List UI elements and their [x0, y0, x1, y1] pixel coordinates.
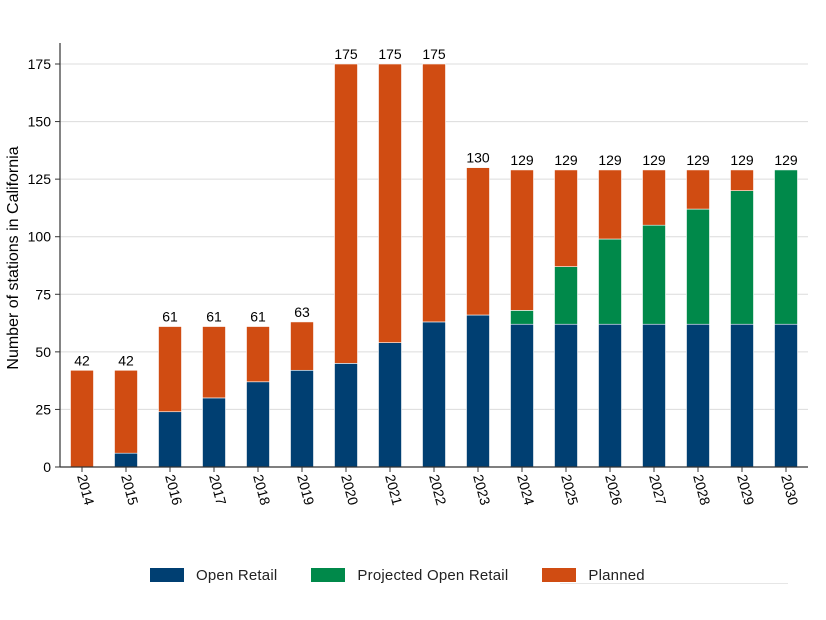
y-axis: 0 25 50 75 100 125 150 175: [28, 43, 61, 475]
legend-label-projected-open-retail: Projected Open Retail: [357, 566, 509, 584]
total-label-2017: 61: [206, 309, 222, 325]
y-tick-label: 25: [35, 401, 51, 417]
total-label-2027: 129: [642, 152, 666, 168]
total-label-2030: 129: [774, 152, 798, 168]
legend-swatch-planned: [542, 568, 577, 582]
bar-open-retail-2025: [554, 323, 578, 468]
bar-open-retail-2019: [290, 369, 314, 468]
data-labels: 42 42 61 61 61 63 175 175 175 130 129 129 129 129 129 1…: [74, 46, 798, 368]
y-tick-label: 125: [28, 171, 52, 187]
y-tick-label: 0: [43, 459, 51, 475]
bar-planned-2023: [466, 167, 490, 316]
bar-planned-2018: [246, 326, 270, 383]
bar-planned-2022: [422, 63, 446, 323]
y-tick-label: 75: [35, 286, 51, 302]
bars: [70, 63, 798, 468]
y-tick-label: 175: [28, 56, 52, 72]
x-tick-label-2016: 2016: [162, 473, 186, 507]
bar-open-retail-2027: [642, 323, 666, 468]
x-tick-label-2030: 2030: [778, 473, 802, 507]
bar-planned-2014: [70, 369, 94, 468]
bar-open-retail-2015: [114, 452, 138, 468]
x-tick-label-2027: 2027: [646, 473, 670, 507]
x-tick-label-2029: 2029: [734, 473, 758, 507]
total-label-2018: 61: [250, 309, 266, 325]
x-tick-label-2018: 2018: [250, 473, 274, 507]
y-tick-label: 150: [28, 114, 52, 130]
legend-item-open-retail: Open Retail: [150, 567, 277, 584]
x-tick-label-2025: 2025: [558, 473, 582, 507]
bar-open-retail-2017: [202, 397, 226, 468]
y-tick-label: 50: [35, 344, 51, 360]
bar-open-retail-2016: [158, 411, 182, 468]
bar-open-retail-2023: [466, 314, 490, 468]
bar-planned-2021: [378, 63, 402, 343]
x-tick-label-2019: 2019: [294, 473, 318, 507]
bar-planned-2026: [598, 169, 622, 240]
x-tick-label-2024: 2024: [514, 473, 538, 507]
bar-planned-2015: [114, 369, 138, 454]
total-label-2021: 175: [378, 46, 402, 62]
total-label-2015: 42: [118, 352, 134, 368]
bar-planned-2027: [642, 169, 666, 226]
bar-open-retail-2021: [378, 342, 402, 468]
x-tick-label-2020: 2020: [338, 473, 362, 507]
total-label-2025: 129: [554, 152, 578, 168]
x-tick-label-2022: 2022: [426, 473, 450, 507]
total-label-2022: 175: [422, 46, 446, 62]
bar-open-retail-2024: [510, 323, 534, 468]
legend-swatch-projected-open-retail: [311, 568, 346, 582]
x-tick-label-2021: 2021: [382, 473, 406, 507]
total-label-2014: 42: [74, 352, 90, 368]
bar-open-retail-2018: [246, 381, 270, 468]
x-tick-label-2026: 2026: [602, 473, 626, 507]
x-tick-label-2017: 2017: [206, 473, 230, 507]
bar-projected-open-retail-2026: [598, 238, 622, 325]
total-label-2026: 129: [598, 152, 622, 168]
legend-label-open-retail: Open Retail: [196, 566, 278, 584]
bar-planned-2029: [730, 169, 754, 191]
bar-open-retail-2026: [598, 323, 622, 468]
bar-projected-open-retail-2030: [774, 169, 798, 325]
bar-projected-open-retail-2024: [510, 310, 534, 325]
bar-open-retail-2020: [334, 363, 358, 468]
x-tick-label-2028: 2028: [690, 473, 714, 507]
bar-planned-2016: [158, 326, 182, 413]
legend-divider: [560, 583, 788, 584]
total-label-2023: 130: [466, 150, 490, 166]
bar-planned-2017: [202, 326, 226, 399]
total-label-2019: 63: [294, 304, 310, 320]
x-tick-label-2015: 2015: [118, 473, 142, 507]
legend-label-planned: Planned: [588, 566, 645, 584]
total-label-2024: 129: [510, 152, 534, 168]
total-label-2028: 129: [686, 152, 710, 168]
bar-projected-open-retail-2027: [642, 224, 666, 325]
bar-planned-2025: [554, 169, 578, 267]
total-label-2029: 129: [730, 152, 754, 168]
total-label-2016: 61: [162, 309, 178, 325]
y-axis-title: Number of stations in California: [5, 146, 22, 369]
legend-swatch-open-retail: [150, 568, 184, 582]
bar-planned-2020: [334, 63, 358, 364]
bar-projected-open-retail-2025: [554, 266, 578, 325]
x-tick-label-2023: 2023: [470, 473, 494, 507]
bar-open-retail-2029: [730, 323, 754, 468]
bar-open-retail-2022: [422, 321, 446, 468]
legend-item-planned: Planned: [542, 566, 645, 584]
bar-projected-open-retail-2028: [686, 208, 710, 325]
legend-item-projected-open-retail: Projected Open Retail: [311, 567, 508, 584]
bar-planned-2028: [686, 169, 710, 210]
bar-open-retail-2028: [686, 323, 710, 468]
x-tick-label-2014: 2014: [74, 473, 98, 507]
legend: Open Retail Projected Open Retail Planne…: [150, 563, 790, 587]
bar-planned-2024: [510, 169, 534, 311]
bar-projected-open-retail-2029: [730, 190, 754, 325]
total-label-2020: 175: [334, 46, 358, 62]
x-axis: 2014 2015 2016 2017 2018 2019 2020 2021 2022 2023…: [60, 466, 808, 507]
y-tick-label: 100: [28, 229, 52, 245]
bar-planned-2019: [290, 321, 314, 371]
bar-open-retail-2030: [774, 323, 798, 468]
